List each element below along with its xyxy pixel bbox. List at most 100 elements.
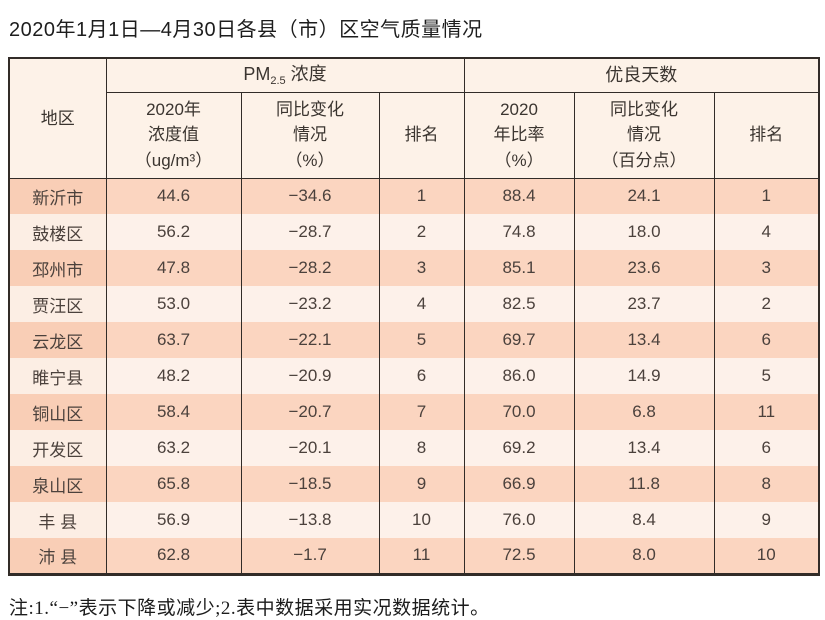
cell-pm-rank: 5 [378, 322, 465, 358]
cell-pm-change: −23.2 [240, 286, 380, 322]
pm25-label-prefix: PM [243, 64, 271, 84]
cell-pm-rank: 3 [378, 250, 465, 286]
table-header: 地区 PM2.5 浓度 优良天数 2020年 浓度值 （ug/m³） 同比变化 情… [8, 57, 820, 179]
cell-pm-value: 63.7 [105, 322, 242, 358]
cell-good-rate: 70.0 [463, 394, 575, 430]
cell-good-rate: 72.5 [463, 538, 575, 574]
cell-good-change: 13.4 [573, 430, 715, 466]
cell-pm-change: −20.9 [240, 358, 380, 394]
cell-good-change: 13.4 [573, 322, 715, 358]
cell-good-rate: 66.9 [463, 466, 575, 502]
cell-good-rank: 9 [713, 502, 820, 538]
cell-good-rate: 69.2 [463, 430, 575, 466]
pm25-label-subscript: 2.5 [270, 75, 286, 87]
table-row: 睢宁县 48.2 −20.9 6 86.0 14.9 5 [8, 358, 820, 394]
cell-region: 睢宁县 [8, 358, 107, 394]
cell-good-change: 6.8 [573, 394, 715, 430]
cell-good-rank: 11 [713, 394, 820, 430]
cell-pm-value: 48.2 [105, 358, 242, 394]
footnote: 注:1.“−”表示下降或减少;2.表中数据采用实况数据统计。 [9, 597, 490, 619]
cell-pm-rank: 6 [378, 358, 465, 394]
column-group-good-days: 优良天数 [463, 57, 820, 93]
column-group-pm25: PM2.5 浓度 [105, 57, 465, 93]
cell-good-rank: 6 [713, 430, 820, 466]
cell-pm-rank: 9 [378, 466, 465, 502]
cell-good-rank: 10 [713, 538, 820, 574]
cell-good-change: 24.1 [573, 178, 715, 214]
cell-pm-value: 44.6 [105, 178, 242, 214]
cell-good-rate: 86.0 [463, 358, 575, 394]
cell-pm-rank: 1 [378, 178, 465, 214]
cell-pm-value: 65.8 [105, 466, 242, 502]
cell-good-change: 14.9 [573, 358, 715, 394]
cell-pm-rank: 10 [378, 502, 465, 538]
cell-region: 丰 县 [8, 502, 107, 538]
cell-pm-value: 56.2 [105, 214, 242, 250]
cell-pm-rank: 11 [378, 538, 465, 574]
table-row: 沛 县 62.8 −1.7 11 72.5 8.0 10 [8, 538, 820, 574]
cell-good-rate: 85.1 [463, 250, 575, 286]
cell-region: 新沂市 [8, 178, 107, 214]
cell-good-change: 11.8 [573, 466, 715, 502]
table-row: 贾汪区 53.0 −23.2 4 82.5 23.7 2 [8, 286, 820, 322]
cell-good-rank: 4 [713, 214, 820, 250]
table-row: 新沂市 44.6 −34.6 1 88.4 24.1 1 [8, 178, 820, 214]
column-header-pm-value: 2020年 浓度值 （ug/m³） [105, 91, 242, 179]
table-row: 邳州市 47.8 −28.2 3 85.1 23.6 3 [8, 250, 820, 286]
cell-good-rate: 69.7 [463, 322, 575, 358]
cell-pm-value: 47.8 [105, 250, 242, 286]
cell-good-change: 8.4 [573, 502, 715, 538]
cell-region: 沛 县 [8, 538, 107, 574]
cell-good-change: 23.6 [573, 250, 715, 286]
column-header-region: 地区 [8, 57, 107, 179]
table-body: 新沂市 44.6 −34.6 1 88.4 24.1 1 鼓楼区 56.2 −2… [8, 178, 820, 574]
air-quality-table: 地区 PM2.5 浓度 优良天数 2020年 浓度值 （ug/m³） 同比变化 情… [8, 57, 821, 576]
cell-good-change: 18.0 [573, 214, 715, 250]
cell-region: 泉山区 [8, 466, 107, 502]
cell-pm-change: −20.7 [240, 394, 380, 430]
cell-pm-change: −20.1 [240, 430, 380, 466]
table-row: 开发区 63.2 −20.1 8 69.2 13.4 6 [8, 430, 820, 466]
cell-pm-change: −28.2 [240, 250, 380, 286]
column-header-good-rate: 2020 年比率 （%） [463, 91, 575, 179]
cell-good-change: 8.0 [573, 538, 715, 574]
cell-good-change: 23.7 [573, 286, 715, 322]
cell-pm-value: 56.9 [105, 502, 242, 538]
cell-pm-value: 62.8 [105, 538, 242, 574]
cell-region: 开发区 [8, 430, 107, 466]
header-sub-row: 2020年 浓度值 （ug/m³） 同比变化 情况 （%） 排名 2020 年比… [9, 91, 820, 179]
cell-pm-change: −1.7 [240, 538, 380, 574]
cell-pm-value: 53.0 [105, 286, 242, 322]
cell-region: 邳州市 [8, 250, 107, 286]
cell-region: 贾汪区 [8, 286, 107, 322]
cell-good-rate: 74.8 [463, 214, 575, 250]
cell-pm-change: −34.6 [240, 178, 380, 214]
cell-pm-rank: 7 [378, 394, 465, 430]
cell-pm-change: −18.5 [240, 466, 380, 502]
cell-pm-change: −28.7 [240, 214, 380, 250]
cell-pm-value: 63.2 [105, 430, 242, 466]
table-row: 云龙区 63.7 −22.1 5 69.7 13.4 6 [8, 322, 820, 358]
cell-good-rank: 3 [713, 250, 820, 286]
header-group-row: 地区 PM2.5 浓度 优良天数 [8, 57, 820, 179]
cell-region: 鼓楼区 [8, 214, 107, 250]
cell-pm-change: −13.8 [240, 502, 380, 538]
cell-good-rank: 2 [713, 286, 820, 322]
cell-good-rate: 88.4 [463, 178, 575, 214]
cell-good-rank: 1 [713, 178, 820, 214]
table-row: 丰 县 56.9 −13.8 10 76.0 8.4 9 [8, 502, 820, 538]
column-header-good-rank: 排名 [713, 91, 820, 179]
column-header-pm-change: 同比变化 情况 （%） [240, 91, 380, 179]
cell-pm-rank: 4 [378, 286, 465, 322]
pm25-label-suffix: 浓度 [290, 64, 327, 84]
cell-pm-value: 58.4 [105, 394, 242, 430]
cell-good-rank: 5 [713, 358, 820, 394]
table-row: 泉山区 65.8 −18.5 9 66.9 11.8 8 [8, 466, 820, 502]
table-row: 铜山区 58.4 −20.7 7 70.0 6.8 11 [8, 394, 820, 430]
cell-pm-rank: 2 [378, 214, 465, 250]
table-row: 鼓楼区 56.2 −28.7 2 74.8 18.0 4 [8, 214, 820, 250]
column-header-good-change: 同比变化 情况 （百分点） [573, 91, 715, 179]
cell-pm-change: −22.1 [240, 322, 380, 358]
cell-region: 云龙区 [8, 322, 107, 358]
